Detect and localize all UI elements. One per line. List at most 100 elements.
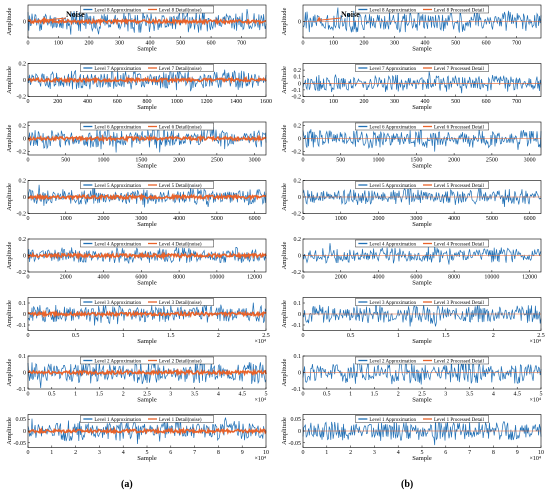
legend-entry-approximation: Level 3 Approximation	[94, 301, 141, 306]
x-tick-label: 1500	[135, 158, 147, 164]
legend: Level 4 Approximation Level 4 Processed D…	[355, 239, 489, 248]
y-tick-label: -0.05	[289, 441, 302, 447]
x-tick-label: 2	[217, 333, 220, 339]
panel-a-level-1: 0 1 2 3 4 5 6 7 8 9 100.050-0.05SampleAmplitude×10…	[6, 414, 269, 462]
x-tick-label: 1.5	[442, 333, 450, 339]
legend-box	[355, 5, 489, 14]
x-tick-label: 3	[444, 392, 447, 398]
y-tick-label: 0	[23, 429, 26, 435]
x-tick-label: 7	[468, 450, 471, 456]
x-axis-label: Sample	[137, 397, 157, 404]
x-tick-label: 2.5	[143, 392, 151, 398]
y-tick-label: 0.1	[294, 301, 302, 307]
x-tick-label: 0.5	[48, 392, 56, 398]
x-tick-label: 1	[397, 333, 400, 339]
y-tick-label: -0.1	[292, 387, 302, 393]
y-tick-label: 0.2	[294, 123, 302, 129]
panel-a-level-4: 0 2000 4000 6000 8000 10000 120000.20-0.2Sampl…	[6, 237, 267, 287]
x-tick-label: 4	[217, 392, 220, 398]
x-tick-label: 500	[336, 158, 345, 164]
detail-line	[27, 368, 267, 377]
x-tick-label: 1400	[230, 99, 242, 105]
legend: Level 8 Approximation Level 8 Detail(nois…	[80, 5, 214, 14]
panel-a-level-6: 0 500 1000 1500 2000 2500 30000.20-0.2SampleAm…	[6, 121, 267, 170]
x-tick-label: 0	[27, 41, 30, 47]
legend-entry-approximation: Level 2 Approximation	[369, 360, 416, 365]
x-tick-label: 1.5	[96, 392, 104, 398]
detail-line	[27, 192, 267, 202]
x-tick-label: 2500	[211, 158, 223, 164]
x-tick-label: 8	[217, 450, 220, 456]
legend-box	[355, 239, 489, 248]
legend-box	[80, 239, 214, 248]
approximation-line	[302, 71, 542, 94]
x-tick-label: 0	[27, 216, 30, 222]
x-tick-label: 3000	[524, 158, 536, 164]
detail-line	[27, 250, 267, 261]
y-tick-label: -0.05	[14, 441, 27, 447]
y-tick-label: 0	[23, 371, 26, 377]
legend: Level 7 Approximation Level 7 Processed D…	[355, 64, 489, 72]
x-tick-label: 300	[390, 99, 399, 105]
y-tick-label: 0.2	[19, 179, 27, 185]
panel-a-level-5: 0 1000 2000 3000 4000 5000 60000.20-0.2SampleA…	[6, 179, 267, 228]
approximation-line	[302, 187, 542, 208]
legend-entry-detail: Level 7 Detail(noise)	[159, 67, 202, 72]
y-axis-label: Amplitude	[281, 7, 288, 35]
x-tick-label: 3	[169, 392, 172, 398]
y-axis-label: Amplitude	[281, 183, 288, 211]
x-axis-label: Sample	[412, 397, 432, 404]
y-tick-label: 0	[23, 254, 26, 260]
x-axis-exponent: ×10⁴	[255, 398, 266, 404]
detail-line	[27, 133, 267, 143]
x-tick-label: 4000	[448, 216, 460, 222]
x-tick-label: 600	[113, 99, 122, 105]
legend-entry-detail: Level 5 Processed Detail	[434, 184, 484, 189]
x-axis-label: Sample	[137, 338, 157, 345]
x-tick-label: 5	[421, 450, 424, 456]
legend-entry-approximation: Level 4 Approximation	[94, 243, 141, 248]
x-tick-label: 7	[193, 450, 196, 456]
x-tick-label: 1000	[373, 158, 385, 164]
x-tick-label: 2	[397, 392, 400, 398]
y-tick-label: 0	[298, 81, 301, 87]
y-tick-label: -0.1	[17, 387, 27, 393]
approximation-line	[27, 5, 267, 35]
legend-entry-approximation: Level 8 Approximation	[369, 9, 416, 14]
x-tick-label: 12000	[522, 275, 537, 281]
legend: Level 1 Approximation Level 1 Detail(nois…	[80, 415, 214, 423]
x-tick-label: 4.5	[513, 392, 521, 398]
x-tick-label: 0	[302, 99, 305, 105]
approximation-line	[302, 7, 542, 33]
x-tick-label: 9	[241, 450, 244, 456]
y-tick-label: 0	[298, 254, 301, 260]
x-tick-label: 0	[27, 392, 30, 398]
x-axis-label: Sample	[137, 104, 157, 111]
y-tick-label: 0.2	[294, 68, 302, 74]
axes-frame	[302, 63, 542, 97]
x-axis-exponent: ×10⁴	[530, 398, 541, 404]
x-tick-label: 6000	[135, 275, 147, 281]
x-tick-label: 4	[122, 450, 125, 456]
x-tick-label: 800	[143, 99, 152, 105]
panel-b-level-4: 0 2000 4000 6000 8000 10000 120000.20-0.2Sampl…	[281, 237, 542, 287]
x-tick-label: 1000	[171, 99, 183, 105]
legend: Level 5 Approximation Level 5 Detail(nois…	[80, 181, 214, 189]
legend-entry-detail: Level 2 Detail(noise)	[159, 360, 202, 365]
x-tick-label: 2.5	[537, 333, 545, 339]
panel-b-level-7: 0 100 200 300 400 500 600 7000.20.10-0.1-0.2Sam…	[281, 63, 542, 111]
x-axis-label: Sample	[412, 280, 432, 287]
y-tick-label: -0.2	[292, 212, 302, 218]
x-tick-label: 200	[360, 99, 369, 105]
approximation-line	[302, 356, 542, 385]
x-axis-label: Sample	[137, 280, 157, 287]
y-tick-label: 0.1	[294, 75, 302, 81]
y-axis-label: Amplitude	[281, 124, 288, 152]
x-tick-label: 1	[349, 392, 352, 398]
y-tick-label: 0	[23, 312, 26, 318]
y-tick-label: 0	[23, 78, 26, 84]
panel-label-a: (a)	[121, 479, 133, 490]
legend-entry-detail: Level 7 Processed Detail	[434, 67, 484, 72]
x-tick-label: 1.5	[371, 392, 379, 398]
x-tick-label: 2	[492, 333, 495, 339]
